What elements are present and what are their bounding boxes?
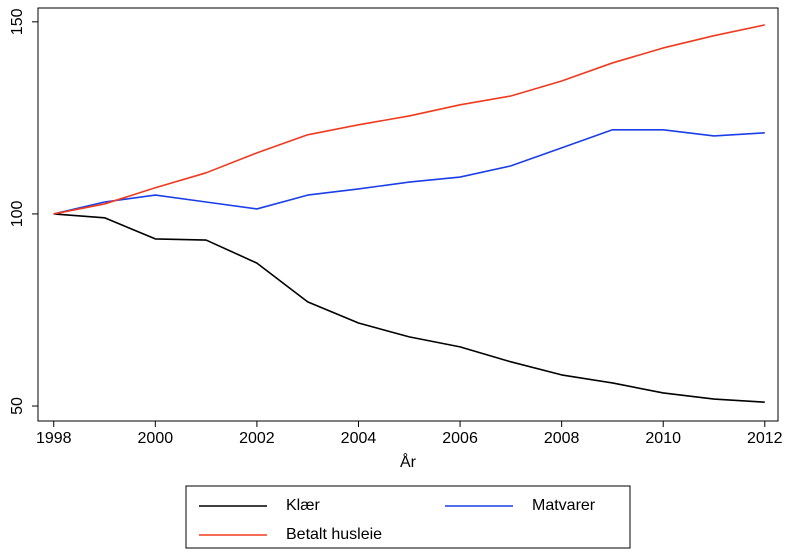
plot-frame [37,7,779,422]
x-tick-label: 2004 [341,430,377,447]
data-line [53,213,765,403]
x-axis-label: År [400,452,417,471]
x-tick-label: 2002 [239,430,275,447]
x-tick-label: 2012 [747,430,783,447]
x-tick-label: 2008 [544,430,580,447]
y-tick-label: 100 [9,200,26,227]
x-tick-label: 2006 [442,430,478,447]
y-tick-label: 150 [9,8,26,35]
data-line [53,24,765,215]
data-line [53,128,765,215]
legend-box [185,485,631,549]
x-tick-label: 2010 [645,430,681,447]
legend-label: Betalt husleie [286,526,382,543]
legend-label: Matvarer [532,497,596,514]
legend-label: Klær [286,497,320,514]
x-tick-label: 1998 [36,430,72,447]
x-tick-label: 2000 [138,430,174,447]
y-tick-label: 50 [9,397,26,415]
